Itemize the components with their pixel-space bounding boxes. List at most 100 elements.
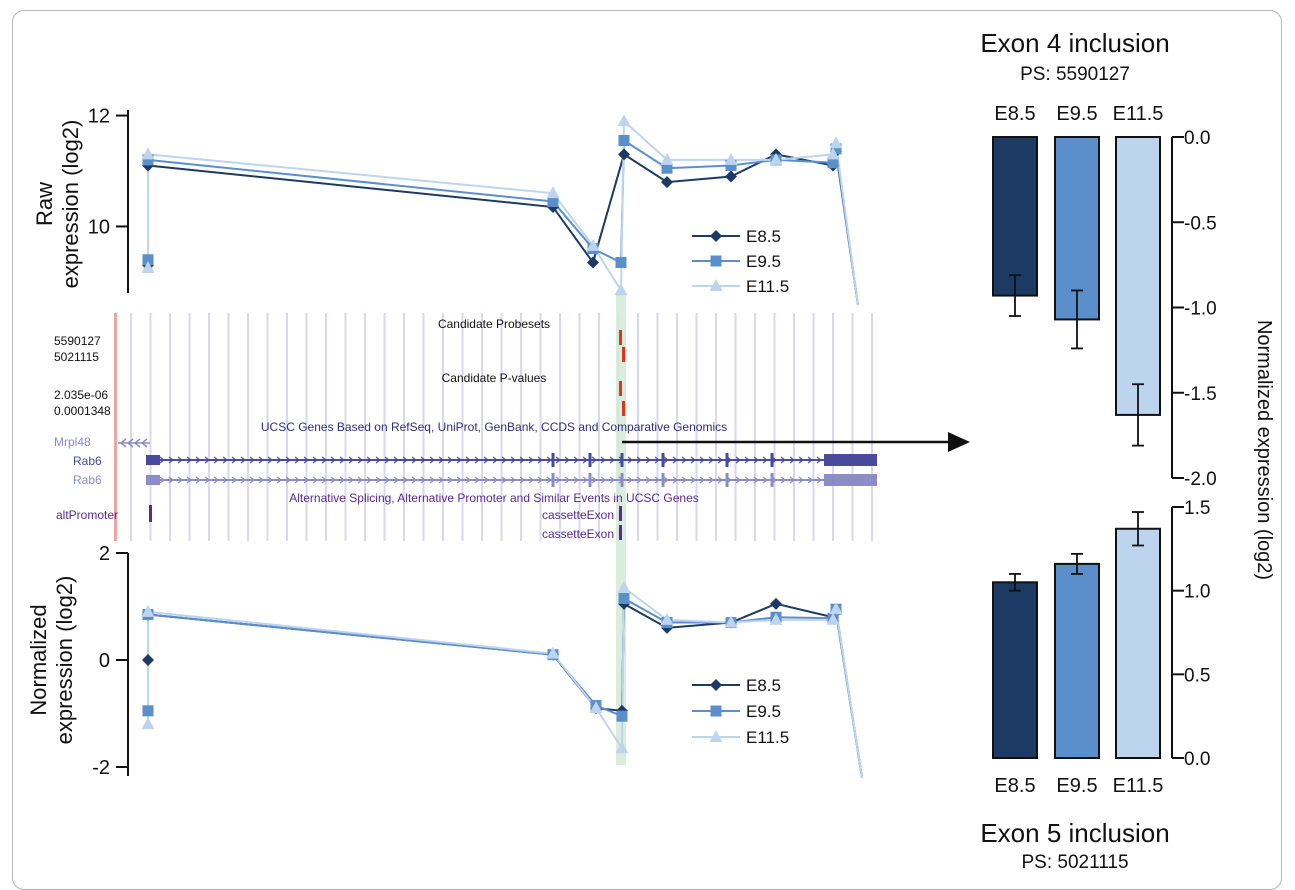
- gene-strand-chevron: [537, 476, 543, 484]
- gene-strand-chevron: [384, 456, 390, 464]
- gene-label-rab6-2: Rab6: [73, 473, 102, 487]
- data-point-E11.5: [724, 152, 738, 165]
- gene-exon: [824, 454, 877, 466]
- gene-strand-chevron: [447, 456, 453, 464]
- gene-strand-chevron: [708, 456, 714, 464]
- data-point-E8.5: [587, 256, 599, 269]
- gene-strand-chevron: [375, 456, 381, 464]
- gene-strand-chevron: [663, 476, 669, 484]
- gene-strand-chevron: [762, 456, 768, 464]
- category-label: E9.5: [1056, 103, 1097, 125]
- gene-strand-chevron: [528, 476, 534, 484]
- gene-strand-chevron: [600, 456, 606, 464]
- bar-E8.5: [992, 136, 1038, 297]
- gene-strand-chevron: [249, 456, 255, 464]
- gene-strand-chevron: [168, 476, 174, 484]
- gene-strand-chevron: [312, 456, 318, 464]
- gene-strand-chevron: [609, 476, 615, 484]
- data-point-E8.5: [142, 654, 154, 666]
- gene-strand-chevron: [330, 476, 336, 484]
- gene-strand-chevron: [204, 476, 210, 484]
- gene-strand-chevron: [159, 456, 165, 464]
- gene-exon: [551, 473, 555, 487]
- y-tick-label: -0.5: [1184, 213, 1217, 234]
- y-tick-label: -1.5: [1184, 384, 1217, 405]
- y-tick-label: 0.5: [1184, 665, 1210, 686]
- probeset-label-2: 5021115: [54, 350, 99, 364]
- legend-label: E9.5: [746, 702, 781, 721]
- gene-strand-chevron: [267, 456, 273, 464]
- y-tick-label: 1.0: [1184, 582, 1210, 603]
- gene-strand-chevron: [438, 456, 444, 464]
- gene-strand-chevron: [222, 456, 228, 464]
- gene-strand-chevron: [330, 456, 336, 464]
- y-tick-label: -2: [92, 757, 110, 779]
- data-point-E9.5: [827, 157, 839, 169]
- bar-E11.5: [1115, 136, 1161, 416]
- gene-strand-chevron: [798, 476, 804, 484]
- gene-strand-chevron: [753, 456, 759, 464]
- gene-strand-chevron: [204, 456, 210, 464]
- y-tick-label: 10: [88, 216, 110, 238]
- gene-strand-chevron: [276, 476, 282, 484]
- probeset-label-1: 5590127: [54, 334, 101, 348]
- gene-strand-chevron: [393, 476, 399, 484]
- gene-strand-chevron: [690, 456, 696, 464]
- gene-exon: [146, 475, 160, 485]
- gene-exon: [620, 453, 624, 467]
- gene-strand-chevron: [582, 476, 588, 484]
- gene-strand-chevron: [564, 476, 570, 484]
- gene-strand-chevron: [420, 456, 426, 464]
- mrpl48-track: [118, 438, 150, 448]
- gene-strand-chevron: [177, 476, 183, 484]
- gene-strand-chevron: [627, 476, 633, 484]
- gene-strand-chevron: [366, 476, 372, 484]
- gene-strand-chevron: [303, 456, 309, 464]
- gene-strand-chevron: [663, 456, 669, 464]
- gene-strand-chevron: [312, 476, 318, 484]
- gene-strand-chevron: [636, 456, 642, 464]
- gene-strand-chevron: [744, 456, 750, 464]
- gene-strand-chevron: [348, 476, 354, 484]
- gene-strand-chevron: [645, 456, 651, 464]
- gene-strand-chevron: [177, 456, 183, 464]
- norm-ylabel: Normalizedexpression (log2): [26, 576, 77, 745]
- data-point-E11.5: [546, 186, 560, 199]
- data-point-E11.5: [769, 612, 783, 625]
- gene-strand-chevron: [294, 456, 300, 464]
- gene-strand-chevron: [636, 476, 642, 484]
- gene-exon: [770, 473, 774, 487]
- cassette-exon-mark-1: [619, 506, 622, 521]
- gene-strand-chevron: [375, 476, 381, 484]
- gene-strand-chevron: [789, 456, 795, 464]
- y-tick-label: 0.0: [1184, 749, 1210, 770]
- gene-exon: [661, 473, 665, 487]
- gene-strand-chevron: [240, 456, 246, 464]
- gene-strand-chevron: [348, 456, 354, 464]
- browser-left-bar: [114, 313, 117, 541]
- probeset-tick-2: [622, 347, 625, 362]
- gene-strand-chevron: [690, 476, 696, 484]
- gene-strand-chevron: [501, 456, 507, 464]
- gene-strand-chevron: [366, 456, 372, 464]
- data-point-E11.5: [141, 717, 155, 730]
- gene-strand-chevron: [276, 456, 282, 464]
- data-point-E9.5: [142, 154, 154, 166]
- raw-ylabel: Rawexpression (log2): [32, 120, 83, 289]
- y-tick-label: 0: [99, 650, 110, 672]
- gene-strand-chevron: [537, 456, 543, 464]
- gene-strand-chevron: [258, 476, 264, 484]
- gene-exon: [588, 473, 592, 487]
- gene-strand-chevron: [699, 456, 705, 464]
- gene-strand-chevron: [573, 476, 579, 484]
- gene-strand-chevron: [807, 456, 813, 464]
- arrow-head: [948, 432, 970, 452]
- data-point-E11.5: [724, 615, 738, 628]
- gene-strand-chevron: [321, 476, 327, 484]
- exon4-subtitle: PS: 5590127: [1020, 64, 1130, 85]
- gene-strand-chevron: [384, 476, 390, 484]
- category-label: E9.5: [1056, 775, 1097, 797]
- data-point-E9.5: [830, 143, 842, 155]
- data-point-E11.5: [826, 612, 840, 625]
